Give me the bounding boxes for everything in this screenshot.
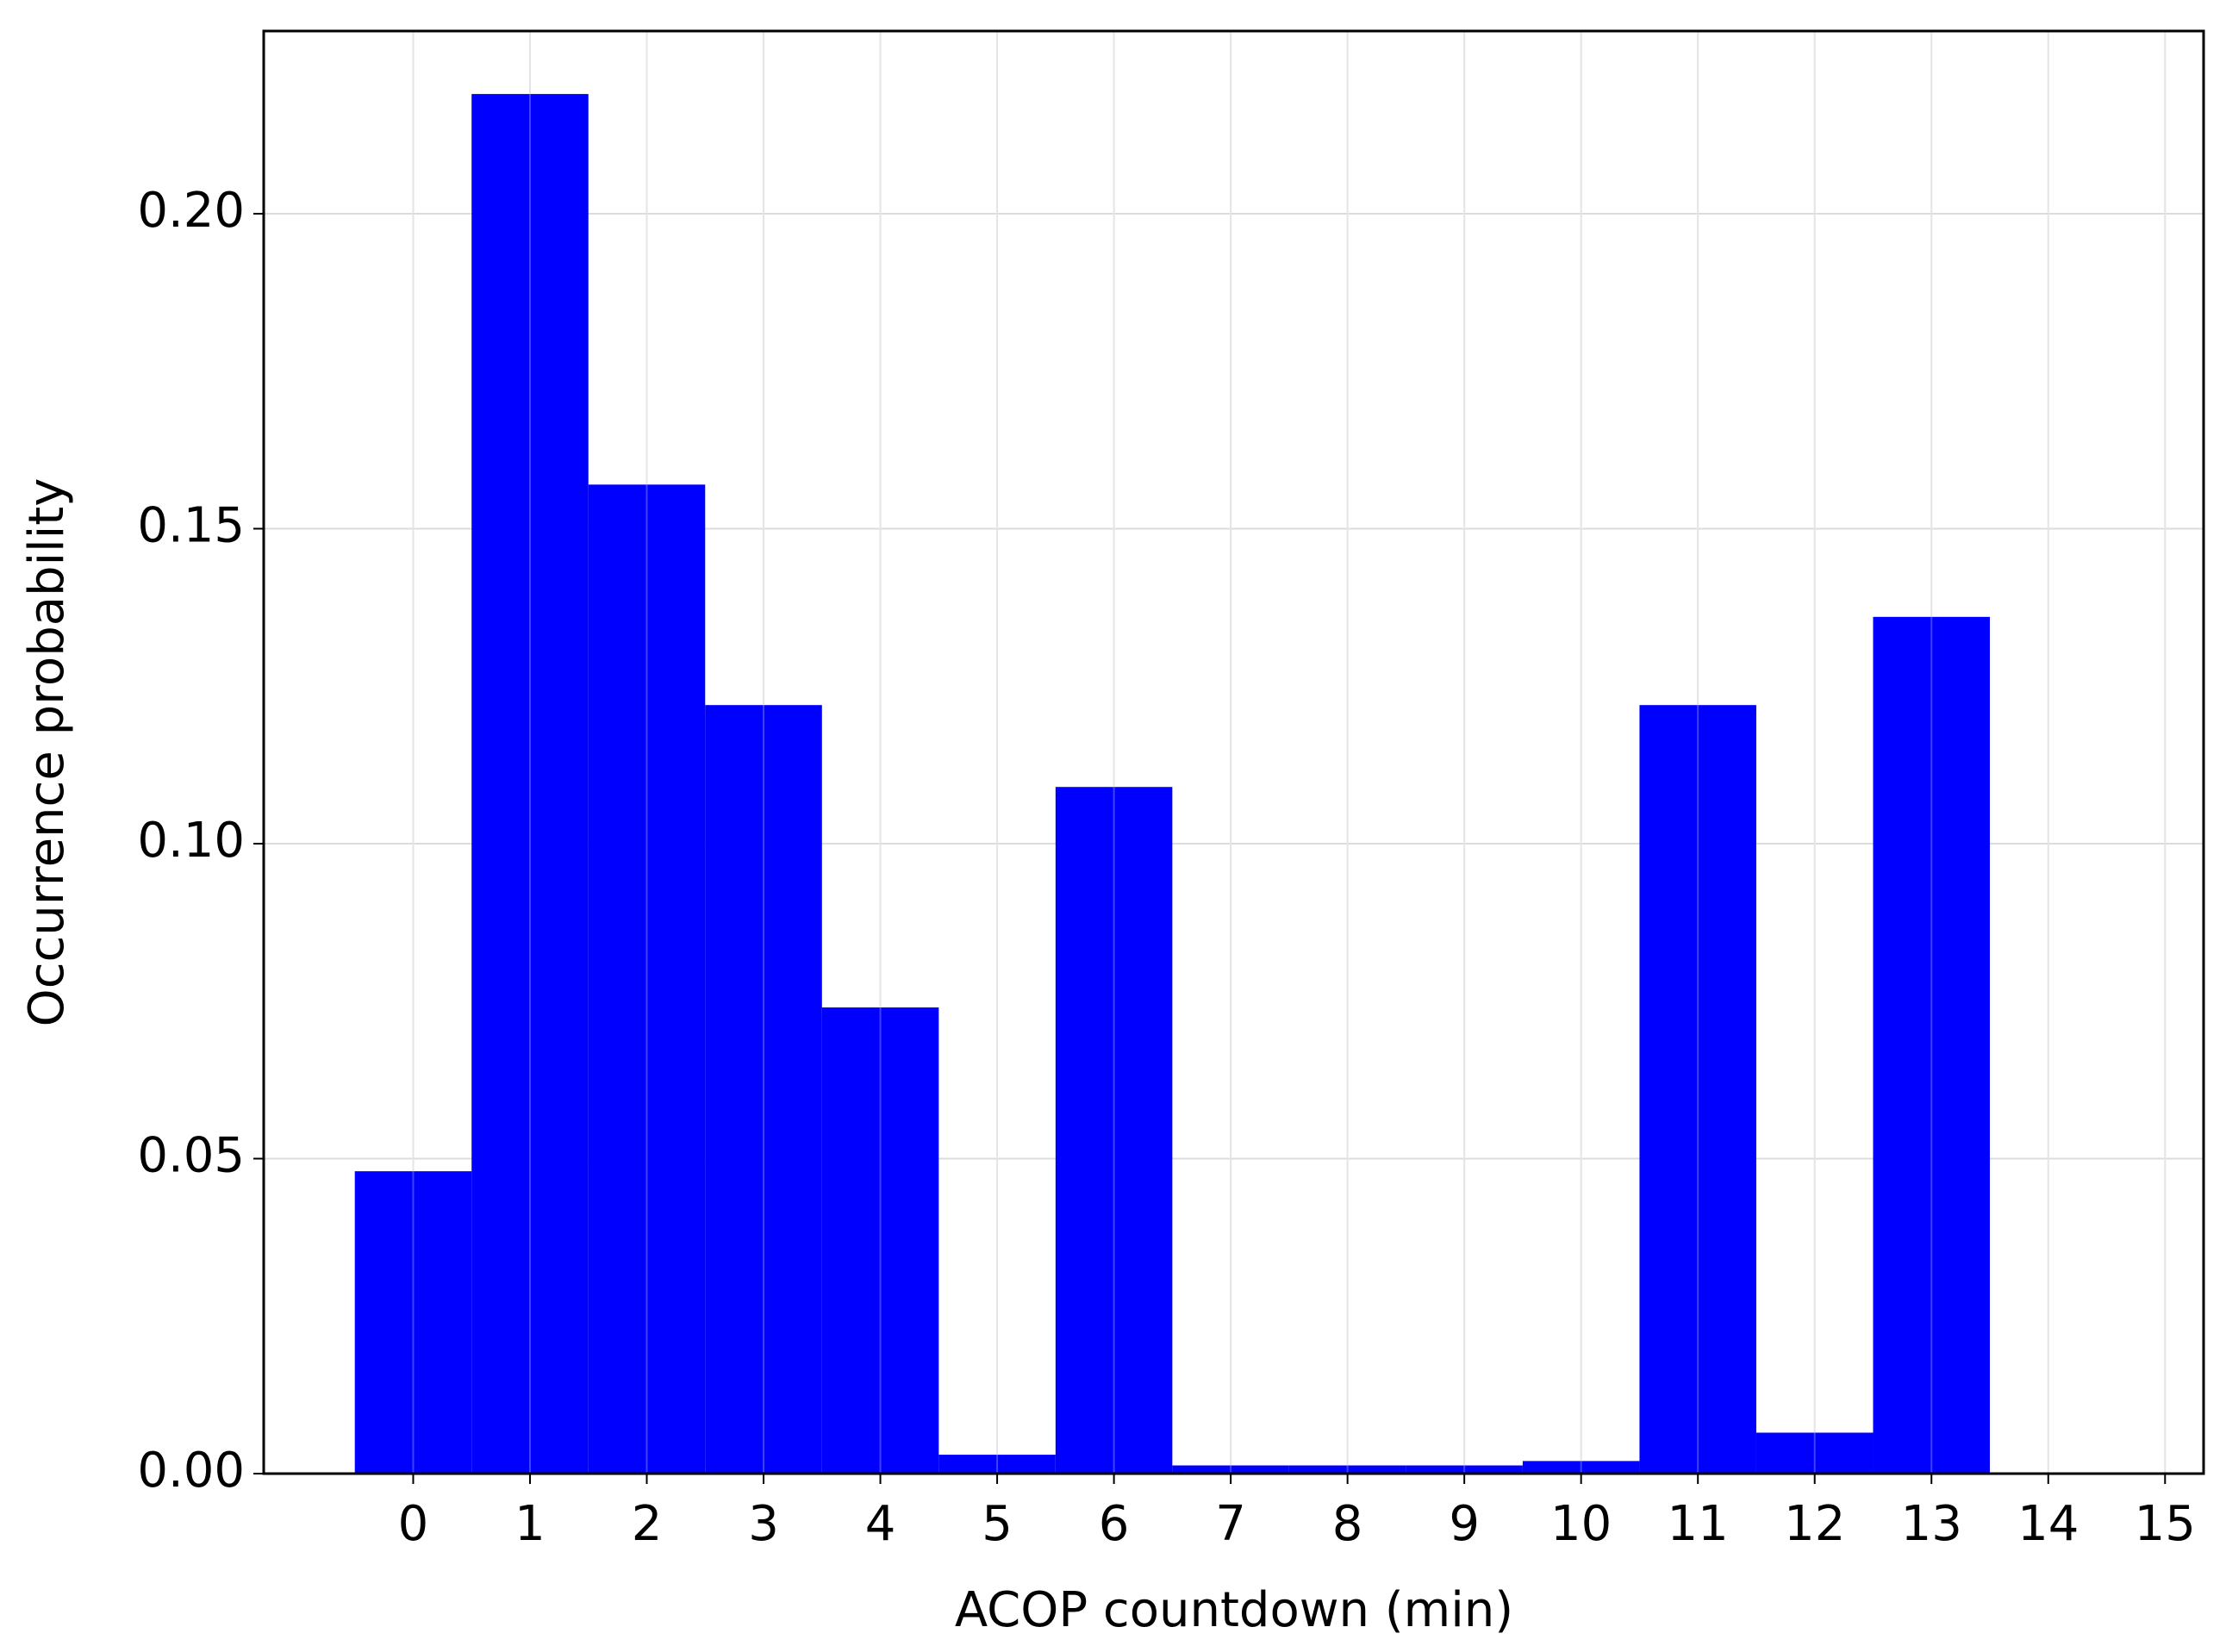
x-tick-label: 11 [1668, 1496, 1729, 1552]
histogram-bar [821, 1007, 939, 1474]
histogram-bar [1172, 1465, 1289, 1474]
x-tick-label: 2 [632, 1496, 663, 1552]
histogram-bar [1288, 1465, 1406, 1474]
histogram-bar [938, 1455, 1056, 1474]
histogram-bar [1873, 616, 1990, 1474]
x-tick-label: 0 [398, 1496, 429, 1552]
x-tick-label: 13 [1901, 1496, 1962, 1552]
x-tick-label: 9 [1449, 1496, 1480, 1552]
x-axis-label: ACOP countdown (min) [955, 1582, 1513, 1638]
x-tick-label: 10 [1550, 1496, 1612, 1552]
y-tick-label: 0.15 [137, 498, 245, 554]
x-tick-label: 15 [2135, 1496, 2196, 1552]
x-tick-label: 12 [1784, 1496, 1845, 1552]
histogram-bar [588, 484, 706, 1474]
plot-frame [262, 29, 2205, 1475]
y-tick-label: 0.20 [137, 183, 245, 239]
y-tick-label: 0.10 [137, 813, 245, 869]
histogram-bar [1055, 787, 1173, 1474]
histogram-bar [1522, 1461, 1640, 1474]
y-tick-label: 0.00 [137, 1443, 245, 1499]
x-tick-label: 1 [514, 1496, 546, 1552]
y-tick-label: 0.05 [137, 1128, 245, 1184]
histogram-bar [1406, 1465, 1523, 1474]
y-axis-label: Occurrence probability [19, 478, 75, 1027]
x-tick-label: 14 [2017, 1496, 2079, 1552]
x-tick-label: 4 [865, 1496, 896, 1552]
histogram-bar [705, 705, 822, 1474]
histogram-bar [471, 94, 589, 1474]
x-tick-label: 5 [982, 1496, 1013, 1552]
histogram-bar [1755, 1432, 1874, 1474]
x-tick-label: 6 [1099, 1496, 1130, 1552]
x-tick-label: 3 [748, 1496, 779, 1552]
x-tick-label: 8 [1332, 1496, 1363, 1552]
histogram-bar [1639, 705, 1756, 1474]
histogram-bar [354, 1171, 472, 1474]
x-tick-label: 7 [1215, 1496, 1246, 1552]
